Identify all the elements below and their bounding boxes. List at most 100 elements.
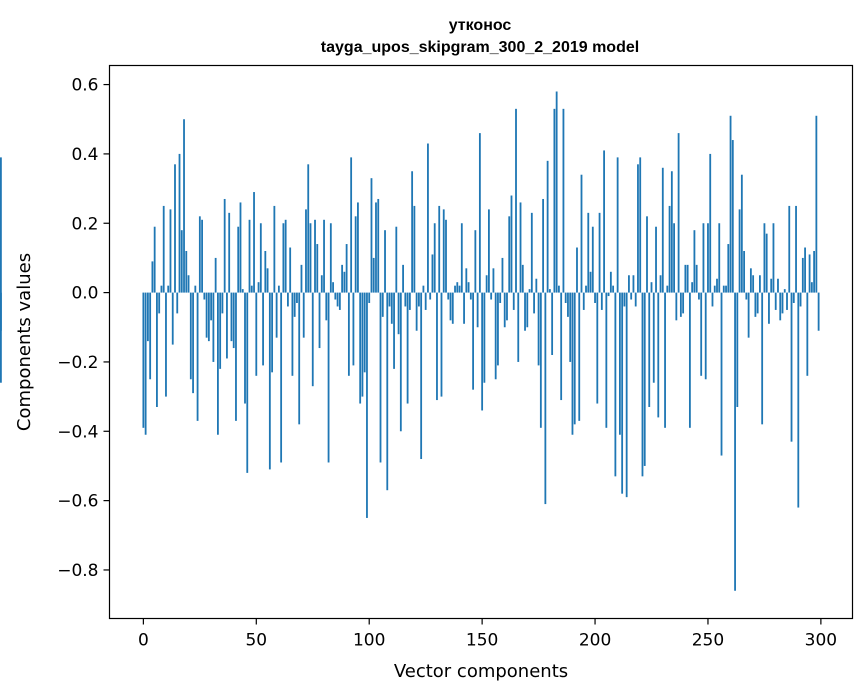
bar xyxy=(393,292,395,369)
bar xyxy=(298,292,301,425)
bar xyxy=(612,285,615,293)
bar xyxy=(370,178,373,293)
bar xyxy=(237,226,240,293)
bar xyxy=(366,292,368,518)
bar xyxy=(788,205,791,293)
bar xyxy=(271,292,274,373)
bar xyxy=(189,292,192,380)
bar xyxy=(795,205,797,293)
bar xyxy=(456,282,459,293)
bar xyxy=(451,292,454,324)
bar xyxy=(185,250,188,293)
bar xyxy=(239,202,242,293)
y-tick-label: 0.4 xyxy=(71,145,98,165)
bar xyxy=(478,133,481,293)
bar xyxy=(203,292,206,300)
bar xyxy=(722,285,725,293)
bar xyxy=(564,292,567,303)
bar xyxy=(255,292,258,376)
bar xyxy=(625,292,628,498)
bar xyxy=(467,282,470,293)
bar xyxy=(454,285,456,293)
bar xyxy=(688,292,691,428)
bar xyxy=(411,171,414,293)
bar xyxy=(436,292,438,401)
y-tick-label: −0.6 xyxy=(57,492,98,512)
bar xyxy=(296,292,298,303)
bar xyxy=(670,171,673,293)
bar xyxy=(205,292,208,338)
bar xyxy=(196,292,199,421)
bar xyxy=(623,292,626,307)
bar xyxy=(198,216,201,293)
y-tick-label: 0.6 xyxy=(71,76,98,96)
chart-title: утконос xyxy=(449,17,512,34)
bar xyxy=(702,223,705,293)
bar xyxy=(686,264,689,293)
bar xyxy=(786,292,788,310)
bar xyxy=(483,292,486,383)
bar xyxy=(548,289,551,293)
bar xyxy=(187,275,190,293)
bar xyxy=(813,250,816,293)
x-axis-ticks: 0 50 100 150 200 250 300 xyxy=(138,618,837,651)
bar xyxy=(817,292,820,331)
bar xyxy=(519,202,522,293)
bar xyxy=(194,285,197,293)
bar xyxy=(718,223,721,293)
bar xyxy=(643,292,646,466)
bar xyxy=(345,244,348,293)
bar xyxy=(515,108,517,293)
bar xyxy=(808,254,811,293)
bar xyxy=(770,278,773,293)
bar xyxy=(460,223,463,293)
bar xyxy=(257,282,260,293)
bar xyxy=(232,292,235,349)
bar xyxy=(417,292,420,307)
bar xyxy=(749,268,752,293)
bar xyxy=(399,292,402,432)
bar xyxy=(397,292,400,335)
bar xyxy=(684,264,687,293)
bar xyxy=(347,292,350,376)
bar xyxy=(404,292,407,307)
bar xyxy=(192,292,194,394)
bar xyxy=(327,292,330,463)
plot-frame xyxy=(108,64,854,620)
bar xyxy=(375,202,377,293)
bar xyxy=(169,209,172,293)
bar xyxy=(350,157,353,293)
bar xyxy=(458,285,461,293)
bar xyxy=(219,292,222,369)
bar xyxy=(305,209,307,293)
bar xyxy=(609,271,612,293)
bar xyxy=(336,292,339,307)
bar xyxy=(600,292,603,310)
bar xyxy=(618,292,621,435)
bar xyxy=(332,282,334,293)
bar xyxy=(406,292,409,404)
bar xyxy=(725,285,727,293)
bar xyxy=(544,292,547,505)
bar xyxy=(266,268,269,293)
bar xyxy=(287,292,289,307)
x-tick-label: 200 xyxy=(579,631,611,651)
bar xyxy=(273,205,276,293)
bar xyxy=(151,261,154,293)
bar xyxy=(526,292,529,328)
bar xyxy=(0,157,2,293)
bar xyxy=(381,292,384,317)
bar xyxy=(323,219,325,293)
bar xyxy=(641,292,644,477)
bar xyxy=(474,230,477,293)
bar xyxy=(646,216,648,293)
bar xyxy=(774,292,777,310)
bar xyxy=(316,244,319,293)
bar xyxy=(395,226,398,293)
bar xyxy=(614,292,617,477)
bar xyxy=(386,292,389,491)
bar xyxy=(424,292,427,310)
bar xyxy=(576,247,578,293)
bar xyxy=(573,292,576,425)
bar xyxy=(221,292,224,314)
